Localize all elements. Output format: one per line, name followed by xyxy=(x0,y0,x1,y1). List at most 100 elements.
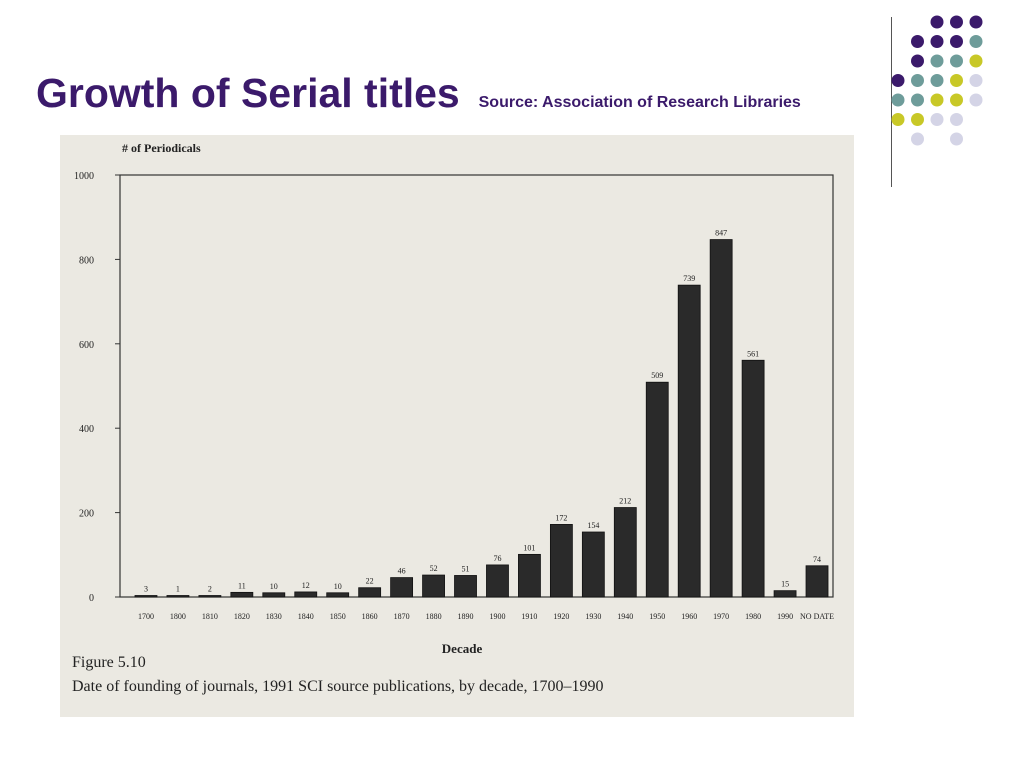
x-tick-label: 1890 xyxy=(458,612,474,621)
decorative-dot xyxy=(930,93,944,107)
y-tick-label: 600 xyxy=(79,340,94,351)
bar xyxy=(805,565,829,598)
bar xyxy=(486,564,509,598)
decorative-dot xyxy=(950,93,963,107)
decorative-dot xyxy=(950,54,963,68)
data-label: 212 xyxy=(619,497,631,506)
y-tick-label: 400 xyxy=(79,424,94,435)
x-tick-label: 1880 xyxy=(426,612,442,621)
y-tick-label: 1000 xyxy=(74,171,94,182)
decorative-dot xyxy=(969,35,983,48)
data-label: 10 xyxy=(270,582,278,591)
x-tick-label: 1830 xyxy=(266,612,282,621)
figure-caption: Date of founding of journals, 1991 SCI s… xyxy=(72,678,603,695)
bar xyxy=(581,531,605,598)
data-label: 74 xyxy=(813,555,821,564)
decorative-dot xyxy=(930,74,944,87)
x-tick-label: 1850 xyxy=(330,612,346,621)
bar xyxy=(709,239,733,598)
decorative-dot xyxy=(950,113,963,126)
y-tick-label: 0 xyxy=(89,593,94,604)
bar xyxy=(198,595,222,598)
data-label: 847 xyxy=(715,229,727,238)
decorative-dot xyxy=(911,35,924,48)
x-tick-label: 1950 xyxy=(649,612,665,621)
y-axis-label: # of Periodicals xyxy=(122,141,201,155)
data-label: 561 xyxy=(747,349,759,358)
decorative-dot xyxy=(969,15,983,29)
data-label: 10 xyxy=(334,582,342,591)
bar xyxy=(677,284,701,598)
data-label: 101 xyxy=(523,543,535,552)
y-tick-label: 800 xyxy=(79,255,94,266)
x-tick-label: 1700 xyxy=(138,612,154,621)
x-tick-label: 1910 xyxy=(521,612,537,621)
data-label: 172 xyxy=(555,513,567,522)
x-tick-label: 1820 xyxy=(234,612,250,621)
figure-number: Figure 5.10 xyxy=(72,654,146,671)
bar xyxy=(166,595,190,598)
x-tick-label: 1990 xyxy=(777,612,793,621)
data-label: 739 xyxy=(683,274,695,283)
data-label: 12 xyxy=(302,581,310,590)
decorative-dot xyxy=(969,54,983,68)
x-tick-label: 1970 xyxy=(713,612,729,621)
chart-scan: # of Periodicals 0 200 400 600 800 1000 3 1700 1 1… xyxy=(60,135,854,717)
decorative-dot xyxy=(930,54,944,68)
decorative-dot xyxy=(911,113,924,126)
decorative-dot xyxy=(930,15,944,29)
bar xyxy=(390,577,414,598)
data-label: 51 xyxy=(462,564,470,573)
bar xyxy=(773,590,797,598)
x-tick-label: 1960 xyxy=(681,612,697,621)
x-tick-label: 1810 xyxy=(202,612,218,621)
x-tick-label: 1920 xyxy=(553,612,569,621)
decorative-dot xyxy=(950,15,963,29)
title-divider xyxy=(891,17,892,187)
bar xyxy=(422,574,445,598)
bar xyxy=(230,591,254,598)
decorative-dot xyxy=(911,93,924,107)
x-tick-label: 1870 xyxy=(394,612,410,621)
x-tick-label: 1930 xyxy=(585,612,601,621)
slide-title-text: Growth of Serial titles xyxy=(36,70,460,116)
decorative-dot xyxy=(969,93,983,107)
data-label: 1 xyxy=(176,585,180,594)
data-label: 52 xyxy=(430,564,438,573)
data-label: 3 xyxy=(144,585,148,594)
x-tick-label: 1840 xyxy=(298,612,314,621)
bar xyxy=(741,359,765,598)
x-tick-label: 1900 xyxy=(489,612,505,621)
decorative-dot xyxy=(911,74,924,87)
data-label: 22 xyxy=(366,577,374,586)
data-label: 509 xyxy=(651,371,663,380)
bar xyxy=(613,507,637,598)
decorative-dot xyxy=(969,74,983,87)
bar xyxy=(262,592,286,598)
decorative-dot xyxy=(911,54,924,68)
decorative-dot xyxy=(891,93,905,107)
bar xyxy=(326,592,350,598)
data-label: 46 xyxy=(398,567,406,576)
slide-title: Growth of Serial titles Source: Associat… xyxy=(36,70,801,117)
decorative-dot xyxy=(891,113,905,126)
decorative-dot xyxy=(950,35,963,48)
bar xyxy=(294,591,318,598)
x-tick-label: 1860 xyxy=(362,612,378,621)
decorative-dot xyxy=(930,113,944,126)
data-label: 154 xyxy=(587,521,599,530)
source-note: Source: Association of Research Librarie… xyxy=(478,94,801,111)
decorative-dot xyxy=(950,74,963,87)
x-tick-label: 1940 xyxy=(617,612,633,621)
data-label: 76 xyxy=(493,554,501,563)
y-tick-label: 200 xyxy=(79,509,94,520)
decorative-dot xyxy=(891,74,905,87)
decorative-dot xyxy=(950,132,963,146)
data-label: 2 xyxy=(208,585,212,594)
bar xyxy=(134,595,158,598)
bar xyxy=(358,587,382,598)
bar xyxy=(518,553,541,598)
bar xyxy=(454,575,477,598)
decorative-dot xyxy=(930,35,944,48)
x-axis-label: Decade xyxy=(442,641,483,656)
